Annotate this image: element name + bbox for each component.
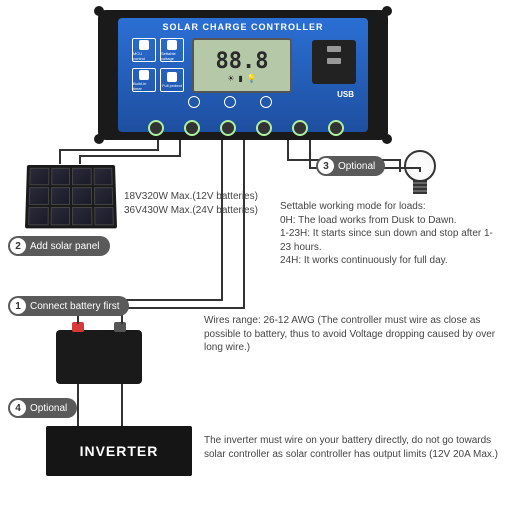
step-number: 4 (10, 400, 26, 416)
feature-mcu: MCU control (132, 38, 156, 62)
step-text: Optional (338, 161, 375, 172)
feature-protect: Full protect (160, 68, 184, 92)
step-label-battery: 1 Connect battery first (8, 296, 129, 316)
step-number: 3 (318, 158, 334, 174)
lcd-value: 88.8 (216, 49, 269, 74)
step-text: Add solar panel (30, 241, 100, 252)
solar-charge-controller: SOLAR CHARGE CONTROLLER MCU control Sett… (98, 10, 388, 140)
battery-positive (72, 322, 84, 332)
solar-ratings: 18V320W Max.(12V batteries) 36V430W Max.… (124, 190, 304, 217)
lcd-display: 88.8 ☀▮💡 (192, 38, 292, 93)
feature-timer: Build-in timer (132, 68, 156, 92)
wire-gauge-text: Wires range: 26-12 AWG (The controller m… (204, 314, 500, 355)
inverter-note-text: The inverter must wire on your battery d… (204, 434, 500, 461)
step-label-solar: 2 Add solar panel (8, 236, 110, 256)
controller-title: SOLAR CHARGE CONTROLLER (118, 22, 368, 32)
usb-label: USB (337, 90, 354, 99)
inverter-label: INVERTER (80, 443, 159, 459)
step-text: Optional (30, 403, 67, 414)
step-label-inverter: 4 Optional (8, 398, 77, 418)
usb-ports (312, 40, 356, 84)
solar-panel-icon (25, 165, 117, 228)
inverter-icon: INVERTER (46, 426, 192, 476)
mode-indicators (188, 96, 272, 108)
step-number: 1 (10, 298, 26, 314)
mount-hole (382, 6, 392, 16)
step-text: Connect battery first (30, 301, 119, 312)
step-label-load: 3 Optional (316, 156, 385, 176)
mount-hole (382, 134, 392, 144)
battery-negative (114, 322, 126, 332)
feature-voltage: Settable voltage (160, 38, 184, 62)
mount-hole (94, 6, 104, 16)
battery-icon (56, 330, 142, 384)
lightbulb-icon (400, 150, 440, 198)
step-number: 2 (10, 238, 26, 254)
terminal-row (148, 120, 344, 136)
mount-hole (94, 134, 104, 144)
load-mode-text: Settable working mode for loads: 0H: The… (280, 200, 500, 268)
